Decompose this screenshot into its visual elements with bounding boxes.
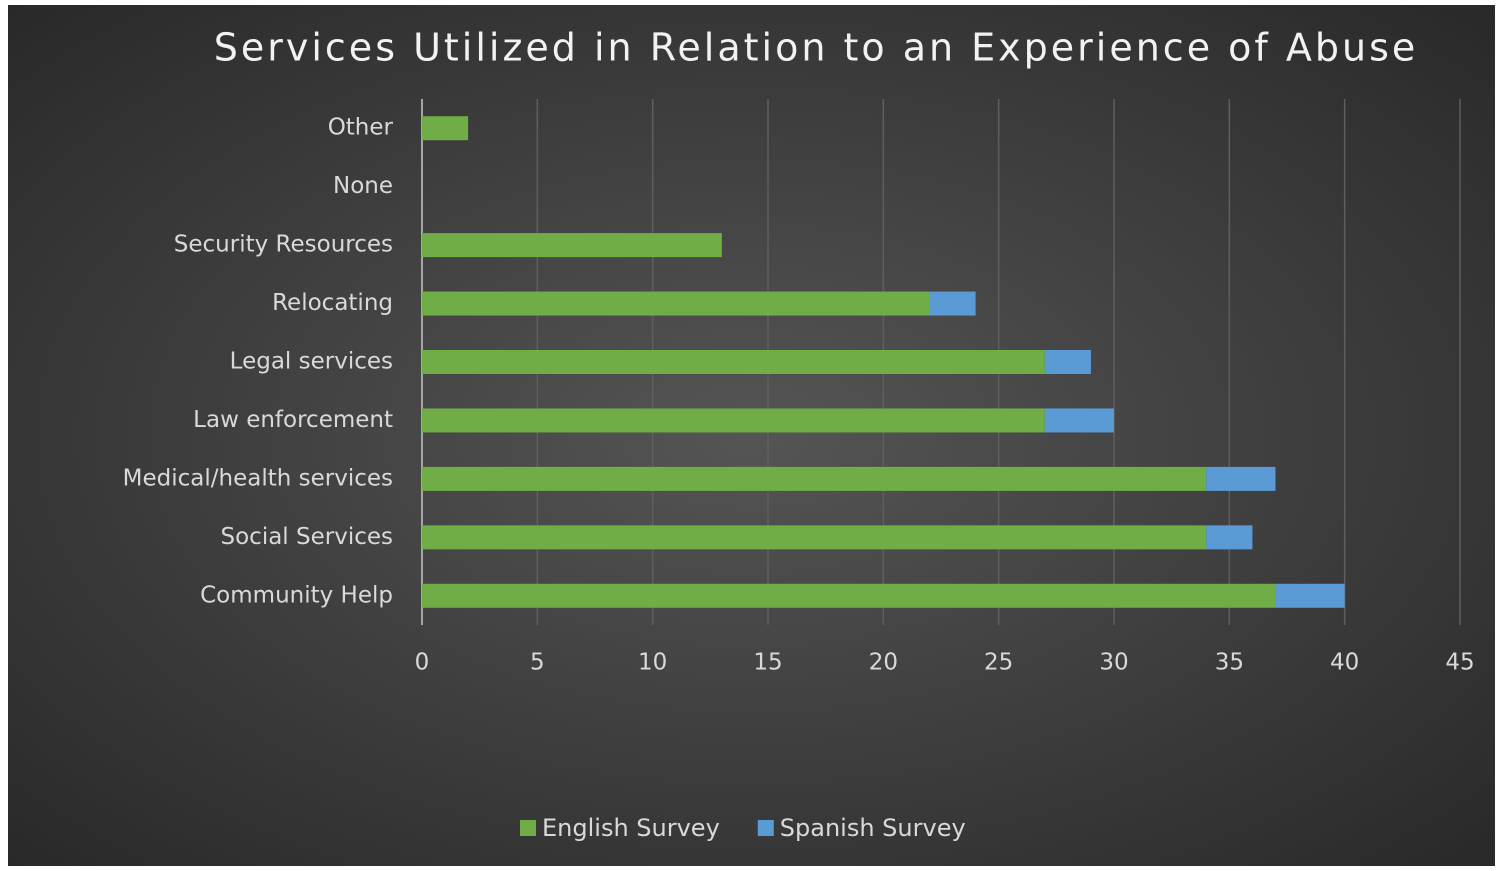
bar-segment [929, 291, 976, 316]
x-tick-label: 45 [1445, 650, 1474, 676]
x-tick-label: 35 [1215, 650, 1244, 676]
bar-segment [1206, 466, 1276, 491]
bar-segment [422, 291, 930, 316]
bar-segment [422, 466, 1207, 491]
chart-background [8, 5, 1495, 866]
bar-segment [1044, 408, 1114, 433]
y-tick-label: Community Help [200, 582, 393, 608]
bar-segment [1275, 583, 1345, 608]
legend-swatch [520, 820, 536, 836]
y-tick-label: Security Resources [174, 232, 393, 258]
legend-swatch [757, 820, 774, 836]
x-tick-label: 30 [1099, 650, 1128, 676]
chart-title: Services Utilized in Relation to an Expe… [214, 26, 1419, 70]
x-tick-label: 15 [753, 650, 782, 676]
x-tick-label: 25 [984, 650, 1013, 676]
y-tick-label: Legal services [230, 349, 393, 375]
bar-segment [422, 525, 1207, 550]
x-tick-label: 0 [415, 650, 430, 676]
y-tick-label: Law enforcement [193, 407, 393, 433]
y-tick-label: Medical/health services [123, 465, 393, 491]
x-tick-label: 40 [1330, 650, 1359, 676]
bar-segment [422, 116, 469, 141]
bar-segment [1044, 350, 1091, 374]
y-tick-label: Social Services [221, 524, 394, 550]
x-tick-label: 20 [869, 650, 898, 676]
bar-segment [422, 583, 1276, 608]
bar-segment [422, 233, 722, 258]
legend-label: English Survey [542, 814, 720, 842]
y-tick-label: Other [328, 115, 394, 141]
bar-segment [422, 408, 1045, 433]
legend-label: Spanish Survey [780, 814, 966, 842]
bar-segment [1206, 525, 1253, 550]
x-tick-label: 5 [530, 650, 545, 676]
x-tick-label: 10 [638, 650, 667, 676]
bar-segment [422, 350, 1045, 374]
y-tick-label: Relocating [272, 290, 393, 316]
y-tick-label: None [333, 173, 393, 199]
